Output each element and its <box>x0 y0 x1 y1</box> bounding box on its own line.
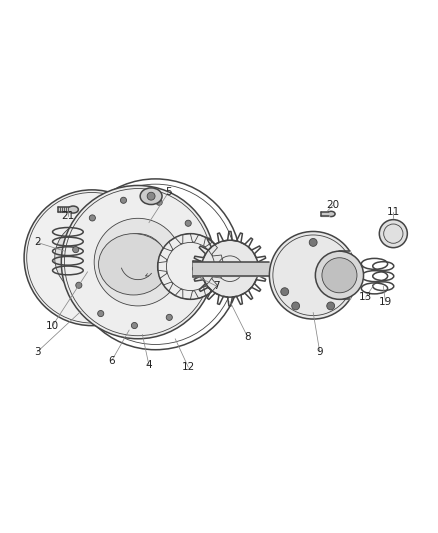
Circle shape <box>73 247 79 253</box>
Text: 20: 20 <box>326 200 339 210</box>
Ellipse shape <box>68 206 78 213</box>
Circle shape <box>61 185 215 339</box>
Circle shape <box>292 302 300 310</box>
Text: 3: 3 <box>34 347 41 357</box>
Text: 2: 2 <box>34 237 41 247</box>
Text: 11: 11 <box>387 207 400 217</box>
Text: 9: 9 <box>316 347 323 357</box>
Circle shape <box>379 220 407 248</box>
Circle shape <box>309 238 317 246</box>
Circle shape <box>185 220 191 227</box>
Circle shape <box>315 251 364 300</box>
Circle shape <box>120 197 127 204</box>
Circle shape <box>55 221 129 295</box>
Text: 21: 21 <box>61 211 74 221</box>
Circle shape <box>76 282 82 288</box>
Text: 5: 5 <box>165 187 172 197</box>
Circle shape <box>98 311 104 317</box>
Text: 7: 7 <box>213 281 220 291</box>
Text: 10: 10 <box>46 321 59 330</box>
Circle shape <box>156 199 162 205</box>
Circle shape <box>281 288 289 296</box>
Circle shape <box>198 254 204 260</box>
Circle shape <box>327 302 335 310</box>
Ellipse shape <box>99 233 169 295</box>
Circle shape <box>24 190 160 326</box>
Circle shape <box>94 219 182 306</box>
Text: 12: 12 <box>182 362 195 372</box>
Circle shape <box>269 231 357 319</box>
Circle shape <box>338 288 346 296</box>
Circle shape <box>201 240 258 297</box>
Text: 19: 19 <box>379 296 392 306</box>
Circle shape <box>191 288 197 295</box>
Circle shape <box>89 215 95 221</box>
Circle shape <box>147 192 155 200</box>
Text: 4: 4 <box>145 360 152 370</box>
Circle shape <box>322 258 357 293</box>
Circle shape <box>166 314 173 320</box>
Text: 6: 6 <box>108 356 115 366</box>
Text: 13: 13 <box>359 292 372 302</box>
Ellipse shape <box>327 211 335 216</box>
Ellipse shape <box>140 188 162 205</box>
Circle shape <box>131 322 138 329</box>
Circle shape <box>158 233 223 300</box>
Text: 8: 8 <box>244 332 251 342</box>
